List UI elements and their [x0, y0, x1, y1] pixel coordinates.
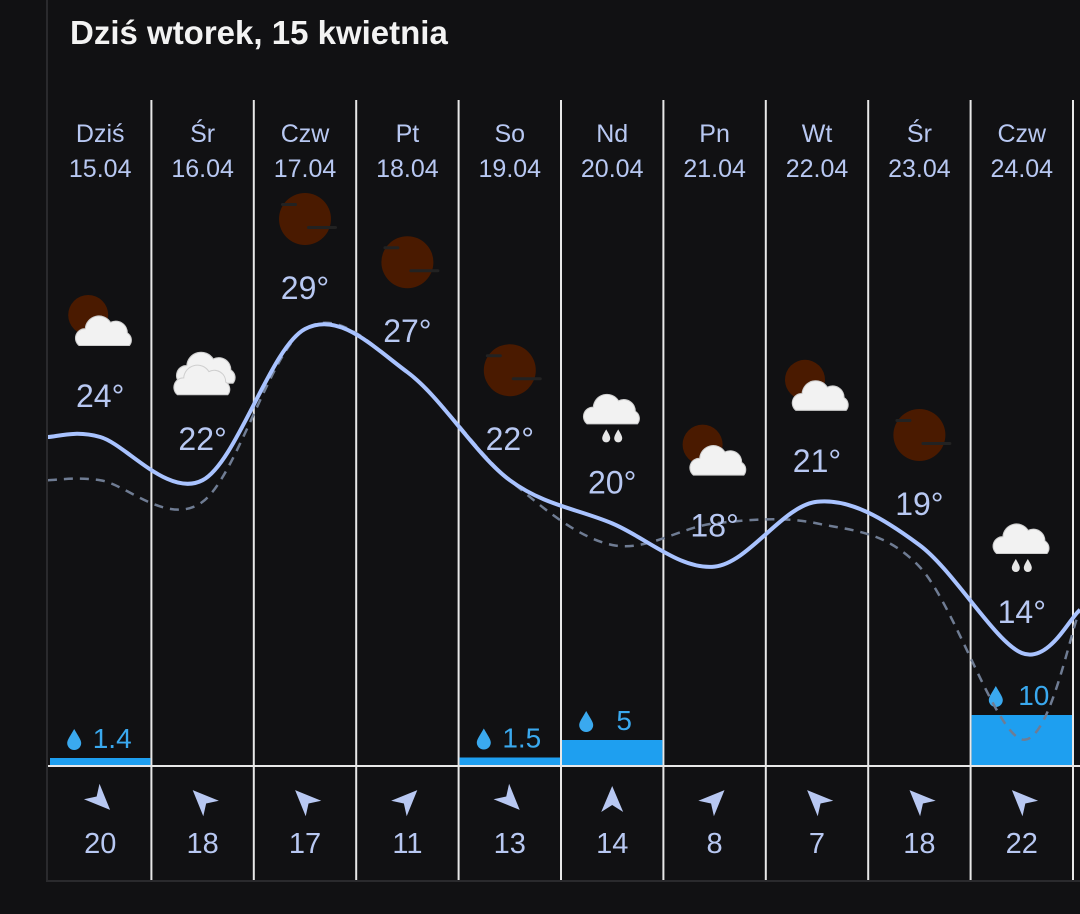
drop-icon: [476, 728, 491, 750]
wind-arrow-icon: [493, 783, 520, 810]
day-date: 17.04: [274, 155, 337, 183]
temperature-label: 14°: [998, 594, 1046, 630]
day-name: So: [495, 120, 526, 148]
cloud-shape: [791, 380, 849, 411]
temperature-label: 21°: [793, 443, 841, 479]
cloud-shape: [689, 445, 747, 476]
wind-speed: 14: [596, 828, 628, 860]
wind-arrow-icon: [391, 790, 418, 817]
wind-speed: 22: [1006, 828, 1038, 860]
temperature-label: 22°: [178, 421, 226, 457]
rain-drop: [1023, 559, 1032, 572]
haze-line: [511, 377, 542, 381]
haze-line: [921, 442, 952, 445]
precip-label: 5: [616, 705, 632, 736]
precip-bar: [562, 740, 663, 765]
wind-arrow-icon: [192, 790, 219, 817]
precip-label: 1.4: [93, 723, 132, 754]
rain-drop: [1011, 559, 1020, 572]
wind-arrow-icon: [698, 790, 725, 817]
wind-speed: 20: [84, 828, 116, 860]
haze-line: [895, 419, 912, 422]
temperature-label: 29°: [281, 270, 329, 306]
day-name: Pt: [396, 120, 420, 148]
wind-speed: 7: [809, 828, 825, 860]
drop-icon: [67, 729, 82, 750]
wind-speed: 17: [289, 828, 321, 860]
cloud-shape: [992, 523, 1050, 555]
day-date: 23.04: [888, 155, 951, 183]
moon-shape: [893, 409, 946, 461]
day-name: Śr: [190, 118, 215, 148]
wind-arrow-icon: [909, 790, 936, 817]
day-date: 24.04: [991, 155, 1054, 183]
haze-line: [485, 354, 502, 358]
precip-label: 1.5: [502, 723, 541, 754]
day-name: Nd: [596, 120, 628, 148]
temperature-label: 24°: [76, 378, 124, 414]
day-date: 22.04: [786, 155, 849, 183]
haze-line: [307, 226, 337, 229]
wind-speed: 18: [186, 828, 218, 860]
temperature-label: 19°: [895, 486, 943, 522]
temperature-line: [47, 322, 1080, 657]
cloud-shape: [173, 364, 231, 396]
wind-arrow-icon: [1011, 790, 1039, 817]
moon-shape: [381, 236, 434, 289]
card-left-border: [46, 0, 48, 882]
wind-speed: 8: [707, 828, 723, 860]
temperature-label: 18°: [690, 508, 738, 544]
day-name: Śr: [907, 118, 932, 148]
rain-drop: [614, 429, 623, 443]
wind-speed: 13: [494, 828, 526, 860]
wind-arrow-icon: [807, 790, 834, 817]
moon-shape: [279, 193, 331, 245]
wind-speed: 18: [903, 828, 935, 860]
day-name: Wt: [802, 120, 833, 148]
cloud-shape: [583, 393, 640, 425]
temperature-label: 22°: [486, 421, 534, 457]
day-date: 20.04: [581, 155, 644, 183]
haze-line: [281, 203, 297, 206]
wind-speed: 11: [392, 828, 422, 860]
wind-arrow-icon: [601, 786, 624, 812]
day-name: Dziś: [76, 120, 125, 148]
page-title: Dziś wtorek, 15 kwietnia: [70, 14, 448, 51]
day-date: 16.04: [171, 155, 234, 183]
drop-icon: [579, 711, 594, 733]
haze-line: [383, 246, 400, 250]
precip-bar: [50, 758, 151, 765]
haze-line: [409, 269, 440, 273]
day-date: 21.04: [683, 155, 746, 183]
card-bottom-border: [46, 880, 1080, 882]
wind-arrow-icon: [295, 790, 322, 817]
day-date: 15.04: [69, 155, 132, 183]
cloud-shape: [75, 315, 132, 347]
temperature-label: 20°: [588, 464, 636, 500]
wind-arrow-icon: [83, 783, 111, 810]
rain-drop: [602, 429, 611, 443]
day-date: 18.04: [376, 155, 439, 183]
day-name: Czw: [281, 120, 331, 148]
drop-icon: [988, 686, 1003, 708]
day-date: 19.04: [479, 155, 542, 183]
precip-label: 10: [1018, 680, 1049, 711]
day-name: Pn: [699, 120, 730, 148]
temperature-label: 27°: [383, 313, 431, 349]
moon-shape: [483, 344, 536, 397]
precip-bar: [459, 757, 560, 765]
day-name: Czw: [997, 120, 1047, 148]
